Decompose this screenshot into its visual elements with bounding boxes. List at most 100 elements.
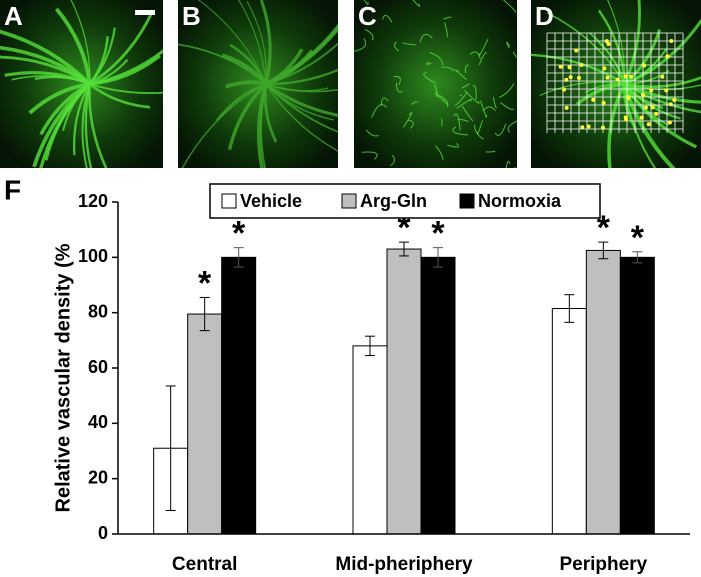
vessel [81, 83, 91, 168]
legend-label: Vehicle [240, 191, 302, 211]
vessel [622, 83, 637, 130]
vessel [476, 120, 483, 135]
image-panels: A B C D [0, 0, 701, 168]
vessel [88, 83, 108, 168]
vessel [28, 82, 90, 115]
vessel [72, 83, 91, 156]
count-dot [601, 100, 606, 105]
micrograph [531, 0, 701, 168]
vessel [365, 29, 374, 41]
error-bar [399, 241, 409, 257]
vessel [410, 101, 419, 105]
vessel [452, 126, 469, 136]
count-dot [564, 105, 569, 110]
count-dot [642, 63, 647, 68]
vessel [371, 104, 388, 118]
vessel [507, 120, 517, 133]
bar [352, 345, 388, 535]
count-dot [660, 74, 665, 79]
count-dot [649, 88, 654, 93]
legend-swatch [221, 193, 237, 209]
vessel [265, 68, 338, 86]
count-dot [626, 95, 631, 100]
significance-marker: * [631, 219, 645, 257]
vessel [482, 106, 497, 112]
count-dot [667, 120, 672, 125]
vessel [225, 80, 267, 89]
panel-label: D [535, 1, 554, 31]
vessel [442, 16, 452, 20]
vessel [457, 118, 469, 122]
vessel [584, 83, 625, 94]
vessel [227, 82, 268, 151]
vessel [438, 94, 449, 107]
bar [551, 308, 587, 535]
x-tick-label: Central [172, 554, 237, 575]
vessel [365, 129, 379, 137]
vessel [216, 82, 267, 122]
vessel [512, 51, 517, 58]
count-dot [558, 64, 563, 69]
vessel [464, 64, 469, 74]
error-bar [233, 247, 244, 268]
count-dot [567, 65, 572, 70]
significance-marker: * [431, 215, 445, 253]
vessel [89, 54, 161, 86]
legend-label: Arg-Gln [360, 191, 427, 211]
count-dot [562, 87, 567, 92]
panel-label: C [358, 1, 377, 31]
y-tick-label: 100 [78, 246, 108, 266]
panel-label: F [4, 174, 21, 205]
vessel [493, 96, 497, 109]
vessel [265, 83, 338, 152]
vessel [89, 83, 163, 95]
error-bar [365, 335, 375, 357]
vessel [575, 82, 625, 106]
panel-label: B [182, 1, 201, 31]
vessel [265, 83, 338, 93]
error-bar [199, 296, 210, 332]
y-tick-label: 60 [88, 357, 108, 377]
vessel [395, 83, 404, 93]
vessel [459, 94, 463, 97]
y-tick-label: 0 [98, 523, 108, 543]
error-bar [598, 241, 609, 260]
count-dot [668, 102, 673, 107]
vessel [423, 72, 436, 84]
vessel [426, 61, 432, 65]
y-tick-label: 20 [88, 467, 108, 487]
count-dot [615, 77, 620, 82]
vessel [361, 151, 378, 160]
error-bar [165, 385, 176, 511]
vessel [178, 43, 267, 85]
vessel [354, 38, 367, 52]
vessel [44, 82, 91, 161]
count-dot [654, 111, 659, 116]
y-axis-title: Relative vascular density (% [52, 243, 74, 512]
vessel [256, 83, 268, 168]
vessel [4, 71, 91, 86]
vessel [539, 81, 625, 97]
vessel [623, 29, 662, 86]
count-dot [606, 42, 611, 47]
count-dot [629, 74, 634, 79]
count-dot [643, 105, 648, 110]
vessel [444, 22, 448, 38]
vessel [485, 150, 496, 153]
x-tick-label: Mid-pheriphery [335, 554, 473, 575]
vessel [531, 53, 626, 85]
bar [221, 256, 257, 535]
vessel [454, 92, 468, 107]
micrograph [178, 0, 338, 168]
vessel [506, 41, 511, 49]
vessel [623, 0, 641, 85]
legend-swatch [459, 193, 475, 209]
vessel [419, 33, 433, 43]
vessel [88, 82, 151, 109]
legend-box [209, 183, 601, 219]
vessel [434, 84, 439, 97]
vessel [546, 12, 626, 85]
y-tick-label: 120 [78, 191, 108, 211]
count-dot [574, 48, 579, 53]
count-dot [576, 75, 581, 80]
